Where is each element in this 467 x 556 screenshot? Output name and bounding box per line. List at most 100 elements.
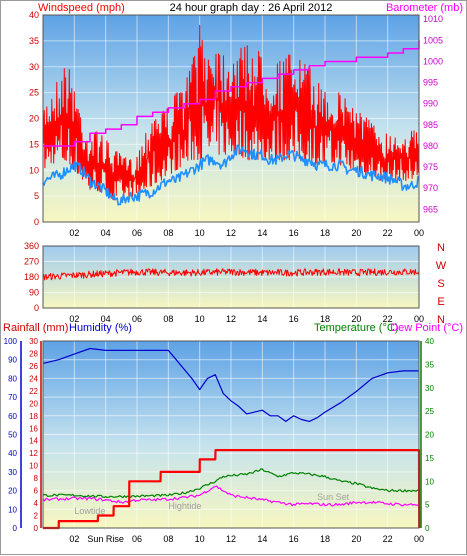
rainfall-tick-label: 10 — [29, 462, 38, 471]
windspeed-tick-label: 20 — [29, 114, 39, 124]
temperature-tick-label: 35 — [425, 360, 434, 369]
compass-label: N — [437, 242, 445, 254]
direction-tick-label: 180 — [24, 272, 39, 282]
tide-sun-annotation: Lowtide — [74, 506, 105, 516]
x-tick-label: 16 — [289, 228, 299, 238]
rainfall-tick-label: 12 — [29, 449, 38, 458]
x-tick-label: 14 — [257, 534, 267, 544]
rainfall-tick-label: 30 — [29, 337, 38, 346]
x-tick-label: 00 — [414, 534, 424, 544]
humidity-line — [42, 347, 419, 422]
windspeed-tick-label: 35 — [29, 36, 39, 46]
tide-sun-annotation: Sun Set — [317, 492, 350, 502]
x-tick-label: 10 — [195, 534, 205, 544]
dewpoint-line — [42, 485, 420, 507]
temperature-tick-label: 5 — [425, 501, 430, 510]
compass-label: S — [437, 278, 444, 290]
rainfall-line — [43, 449, 421, 530]
x-tick-label: 18 — [320, 228, 330, 238]
x-tick-label: 04 — [101, 228, 111, 238]
humidity-tick-label: 80 — [8, 374, 17, 383]
x-tick-label: 14 — [257, 228, 267, 238]
climate-series — [42, 347, 421, 530]
x-tick-label: 08 — [163, 534, 173, 544]
humidity-tick-label: 10 — [8, 505, 17, 514]
x-tick-label: 00 — [414, 228, 424, 238]
x-tick-label: 00 — [414, 314, 424, 324]
humidity-tick-label: 90 — [8, 356, 17, 365]
x-tick-label: 22 — [383, 314, 393, 324]
compass-label: E — [437, 296, 444, 308]
rainfall-tick-label: 28 — [29, 349, 38, 358]
barometer-tick-label: 995 — [423, 78, 438, 88]
compass-label: N — [437, 314, 445, 326]
x-tick-label: 08 — [163, 228, 173, 238]
barometer-line — [43, 40, 420, 147]
dewpoint-axis-label: Dew Point (°C) — [390, 322, 463, 334]
temperature-tick-label: 0 — [425, 524, 430, 533]
rainfall-tick-label: 14 — [29, 437, 38, 446]
barometer-axis-label: Barometer (mb) — [386, 2, 463, 14]
rainfall-tick-label: 0 — [34, 524, 39, 533]
rainfall-tick-label: 26 — [29, 362, 38, 371]
rainfall-tick-label: 22 — [29, 387, 38, 396]
rainfall-axis-label: Rainfall (mm) — [3, 322, 68, 334]
tide-sun-annotation: Hightide — [168, 501, 201, 511]
compass-label: W — [436, 260, 447, 272]
gust-series-line — [42, 24, 420, 201]
rainfall-tick-label: 2 — [34, 512, 39, 521]
humidity-tick-label: 70 — [8, 393, 17, 402]
windspeed-tick-label: 25 — [29, 88, 39, 98]
x-tick-label: 02 — [69, 314, 79, 324]
x-tick-label: 02 — [69, 534, 79, 544]
average-windspeed-line — [42, 144, 420, 206]
x-tick-label: 20 — [351, 534, 361, 544]
wind-series — [42, 24, 420, 206]
humidity-tick-label: 20 — [8, 487, 17, 496]
direction-series — [42, 268, 420, 281]
temperature-tick-label: 10 — [425, 477, 434, 486]
x-tick-label: 20 — [351, 228, 361, 238]
humidity-tick-label: 60 — [8, 412, 17, 421]
x-tick-label: 22 — [383, 228, 393, 238]
temperature-tick-label: 25 — [425, 407, 434, 416]
humidity-tick-label: 0 — [13, 524, 18, 533]
wind-chart-title: 24 hour graph day : 26 April 2012 — [170, 2, 333, 14]
direction-tick-label: 0 — [34, 303, 39, 313]
x-tick-label: 14 — [257, 314, 267, 324]
x-tick-label: 12 — [226, 228, 236, 238]
x-tick-label: 18 — [320, 314, 330, 324]
climate-ticks: 0102030405060708090100024681012141618202… — [4, 337, 435, 544]
x-tick-label: 06 — [132, 228, 142, 238]
temperature-axis-label: Temperature (°C) — [314, 322, 398, 334]
barometer-tick-label: 990 — [423, 99, 438, 109]
x-tick-label: 16 — [289, 534, 299, 544]
windspeed-tick-label: 10 — [29, 165, 39, 175]
x-tick-label: 12 — [226, 534, 236, 544]
x-tick-label: 08 — [163, 314, 173, 324]
rainfall-tick-label: 6 — [34, 487, 39, 496]
x-tick-label: 04 — [101, 314, 111, 324]
windspeed-tick-label: 5 — [34, 191, 39, 201]
temperature-tick-label: 40 — [425, 337, 434, 346]
x-tick-label: 06 — [132, 314, 142, 324]
rainfall-tick-label: 20 — [29, 399, 38, 408]
direction-tick-label: 360 — [24, 241, 39, 251]
humidity-tick-label: 100 — [4, 337, 18, 346]
wind-ticks: 0510152025303540965970975980985990995100… — [29, 10, 443, 238]
x-tick-label: 02 — [69, 228, 79, 238]
windspeed-tick-label: 40 — [29, 10, 39, 20]
climate-plot-frame — [42, 340, 420, 529]
direction-tick-label: 270 — [24, 257, 39, 267]
x-tick-label: 18 — [320, 534, 330, 544]
x-tick-label: 10 — [195, 314, 205, 324]
barometer-tick-label: 1000 — [423, 56, 443, 66]
x-tick-label: 06 — [132, 534, 142, 544]
barometer-tick-label: 1005 — [423, 35, 443, 45]
humidity-tick-label: 30 — [8, 468, 17, 477]
barometer-tick-label: 965 — [423, 204, 438, 214]
direction-ticks: 0 90 180 270 360 02 04 06 08 10 12 14 16 18 20 22 00 — [24, 241, 424, 324]
windspeed-tick-label: 30 — [29, 62, 39, 72]
